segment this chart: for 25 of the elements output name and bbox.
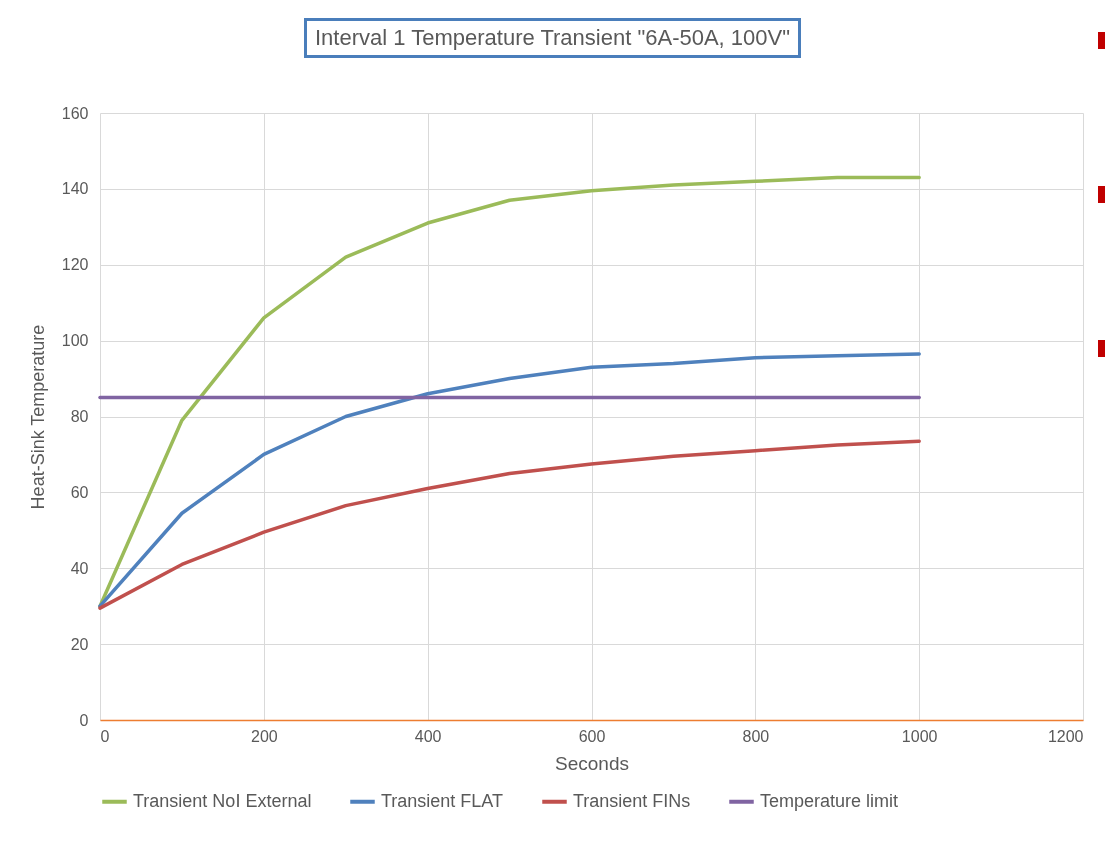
line-series	[98, 352, 921, 608]
legend-label: Temperature limit	[760, 790, 899, 811]
x-tick-label: 0	[100, 727, 110, 745]
line-series	[98, 439, 921, 610]
x-tick-label: 400	[414, 727, 442, 745]
y-tick-label: 160	[61, 104, 89, 122]
legend-label: Transient NoI External	[133, 790, 312, 811]
x-tick-label: 600	[578, 727, 606, 745]
y-tick-label: 100	[61, 332, 89, 350]
x-tick-label: 1000	[901, 727, 938, 745]
x-tick-label: 200	[250, 727, 278, 745]
x-tick-label: 800	[742, 727, 770, 745]
x-tick-label: 1200	[1047, 727, 1084, 745]
y-tick-label: 80	[70, 408, 89, 425]
legend-label: Transient FLAT	[381, 790, 504, 811]
y-tick-label: 60	[70, 483, 89, 501]
chart-title: Interval 1 Temperature Transient "6A-50A, 100V"	[303, 18, 802, 58]
y-tick-label: 0	[79, 711, 89, 729]
y-tick-label: 20	[70, 635, 89, 653]
y-tick-label: 120	[61, 256, 89, 274]
y-tick-label: 140	[61, 180, 89, 198]
x-axis-title: Seconds	[555, 752, 629, 774]
legend-label: Transient FINs	[573, 790, 691, 811]
y-axis-title: Heat-Sink Temperature	[27, 324, 48, 510]
y-tick-label: 40	[70, 559, 89, 577]
